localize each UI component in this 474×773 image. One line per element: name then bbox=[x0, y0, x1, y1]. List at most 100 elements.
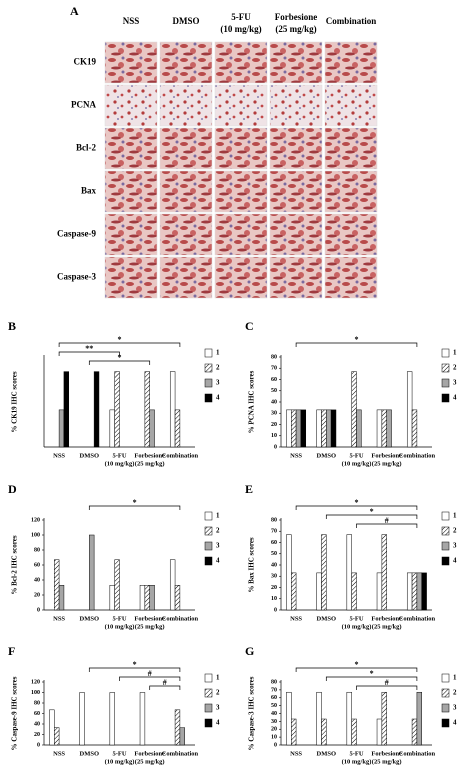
y-tick-label: 100 bbox=[31, 690, 40, 696]
bar bbox=[58, 585, 65, 611]
bar bbox=[381, 409, 387, 448]
legend-swatch bbox=[441, 511, 450, 521]
bar bbox=[139, 692, 146, 746]
y-tick-label: 80 bbox=[34, 547, 40, 553]
y-tick-label: 0 bbox=[274, 607, 277, 613]
significance-label: ** bbox=[85, 344, 93, 353]
x-tick-note: (25 mg/kg) bbox=[135, 460, 165, 467]
bar bbox=[316, 691, 322, 746]
legend-swatch bbox=[441, 688, 450, 698]
bar bbox=[295, 409, 302, 448]
y-tick-label: 70 bbox=[271, 529, 277, 535]
row-label: CK19 bbox=[74, 57, 97, 67]
significance-label: # bbox=[385, 678, 389, 687]
y-tick-label: 60 bbox=[271, 377, 277, 383]
x-tick-label: DMSO bbox=[80, 615, 100, 622]
x-tick-label: DMSO bbox=[80, 750, 100, 757]
bar bbox=[291, 409, 297, 448]
x-tick-label: 5-FU bbox=[349, 452, 363, 459]
column-header: 5-FU bbox=[231, 12, 251, 22]
legend-swatch bbox=[441, 703, 450, 713]
y-axis-label: % Bcl-2 IHC scores bbox=[11, 535, 19, 594]
micrograph bbox=[269, 170, 323, 213]
micrograph bbox=[214, 256, 268, 299]
legend-label: 1 bbox=[453, 512, 457, 520]
micrograph bbox=[159, 170, 213, 213]
x-tick-label: Forbesione bbox=[371, 452, 402, 459]
legend-label: 2 bbox=[216, 527, 220, 535]
legend-swatch bbox=[441, 673, 450, 683]
bar bbox=[149, 585, 155, 611]
micrograph bbox=[269, 213, 323, 256]
x-tick-label: NSS bbox=[53, 615, 65, 622]
y-tick-label: 20 bbox=[271, 727, 277, 733]
bar bbox=[351, 371, 357, 448]
micrograph bbox=[269, 256, 323, 299]
bar bbox=[179, 727, 185, 746]
x-tick-note: (25 mg/kg) bbox=[372, 460, 402, 467]
bar bbox=[416, 572, 422, 611]
micrograph bbox=[104, 170, 158, 213]
significance-bracket bbox=[325, 676, 418, 681]
x-tick-label: Combination bbox=[162, 750, 199, 757]
x-tick-label: NSS bbox=[53, 452, 65, 459]
legend-swatch bbox=[441, 348, 450, 358]
legend-label: 1 bbox=[453, 674, 457, 682]
x-tick-label: Combination bbox=[399, 615, 436, 622]
significance-bracket bbox=[88, 505, 181, 510]
x-tick-label: 5-FU bbox=[112, 615, 126, 622]
y-tick-label: 40 bbox=[34, 577, 40, 583]
legend-label: 3 bbox=[453, 704, 457, 712]
legend-swatch bbox=[441, 541, 450, 551]
bar bbox=[321, 409, 327, 448]
legend-label: 3 bbox=[453, 379, 457, 387]
legend-swatch bbox=[204, 556, 213, 566]
micrograph bbox=[214, 41, 268, 84]
x-tick-label: NSS bbox=[290, 750, 302, 757]
panel-label: C bbox=[245, 319, 254, 333]
significance-bracket bbox=[58, 351, 120, 356]
bar bbox=[139, 585, 146, 611]
y-tick-label: 30 bbox=[271, 411, 277, 417]
row-label: Bcl-2 bbox=[76, 143, 96, 153]
x-tick-label: 5-FU bbox=[112, 452, 126, 459]
y-tick-label: 50 bbox=[271, 551, 277, 557]
y-tick-label: 20 bbox=[271, 585, 277, 591]
micrograph bbox=[324, 84, 378, 127]
x-tick-label: DMSO bbox=[80, 452, 100, 459]
bar bbox=[114, 559, 120, 611]
y-tick-label: 0 bbox=[274, 742, 277, 748]
column-header: NSS bbox=[123, 16, 140, 26]
x-tick-label: NSS bbox=[53, 750, 65, 757]
bar bbox=[144, 585, 150, 611]
bar bbox=[286, 534, 292, 611]
significance-label: * bbox=[118, 353, 122, 362]
legend-swatch bbox=[204, 363, 213, 373]
bar bbox=[79, 692, 85, 746]
column-note: (10 mg/kg) bbox=[220, 24, 261, 34]
legend-label: 1 bbox=[453, 349, 457, 357]
micrograph bbox=[214, 84, 268, 127]
significance-bracket bbox=[295, 667, 418, 672]
legend-swatch bbox=[441, 393, 450, 403]
significance-bracket bbox=[58, 342, 181, 347]
bar bbox=[321, 534, 327, 611]
bar bbox=[89, 534, 95, 611]
legend-label: 1 bbox=[216, 674, 220, 682]
micrograph bbox=[214, 170, 268, 213]
column-header: Forbesione bbox=[275, 12, 318, 22]
x-tick-label: DMSO bbox=[317, 615, 337, 622]
micrograph bbox=[104, 213, 158, 256]
legend-swatch bbox=[204, 703, 213, 713]
micrograph bbox=[324, 170, 378, 213]
x-tick-label: 5-FU bbox=[112, 750, 126, 757]
micrograph bbox=[214, 127, 268, 170]
bar bbox=[330, 409, 337, 448]
x-tick-label: Combination bbox=[162, 452, 199, 459]
micrograph bbox=[104, 256, 158, 299]
legend-label: 3 bbox=[216, 542, 220, 550]
legend-label: 2 bbox=[216, 689, 220, 697]
significance-bracket bbox=[88, 667, 181, 672]
legend-label: 3 bbox=[453, 542, 457, 550]
